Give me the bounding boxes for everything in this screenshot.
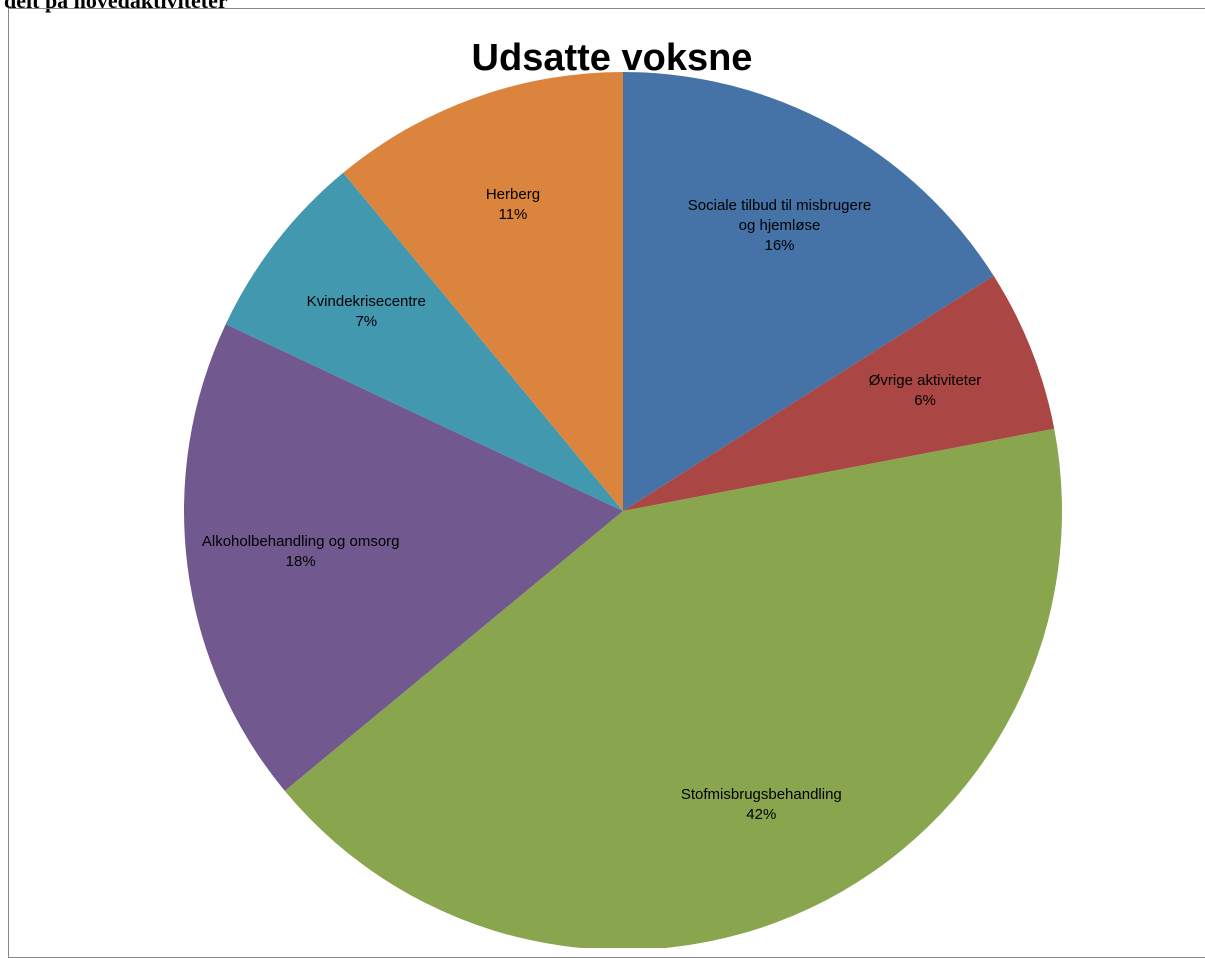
category-label: Alkoholbehandling og omsorg: [201, 532, 400, 550]
pie-slice: [183, 324, 623, 791]
value-label: 11%: [498, 206, 528, 224]
category-label: Kvindekrisecentre: [306, 292, 426, 310]
slice-label: Stofmisbrugsbehandling 42%: [661, 785, 861, 825]
slice-label: Herberg 11%: [413, 185, 613, 225]
category-label: Øvrige aktiviteter: [868, 372, 982, 390]
caption: delt på hovedaktiviteter: [4, 0, 228, 13]
value-label: 18%: [285, 552, 316, 570]
category-label: Sociale tilbud til misbrugere og hjemløs…: [687, 197, 872, 235]
pie-slice: [225, 172, 623, 511]
slice-label: Alkoholbehandling og omsorg 18%: [201, 532, 401, 572]
pie-slice: [343, 72, 623, 511]
value-label: 6%: [914, 392, 936, 410]
slice-label: Sociale tilbud til misbrugere og hjemløs…: [680, 196, 880, 256]
pie-slice: [623, 275, 1055, 511]
slice-label: Kvindekrisecentre 7%: [266, 292, 466, 332]
pie-slice: [284, 428, 1062, 948]
category-label: Herberg: [485, 186, 541, 204]
value-label: 42%: [746, 805, 777, 823]
value-label: 16%: [764, 237, 795, 255]
category-label: Stofmisbrugsbehandling: [680, 785, 842, 803]
slice-label: Øvrige aktiviteter 6%: [825, 371, 1025, 411]
pie-slice: [623, 72, 994, 511]
value-label: 7%: [355, 312, 378, 330]
chart-title: Udsatte voksne: [472, 37, 753, 79]
